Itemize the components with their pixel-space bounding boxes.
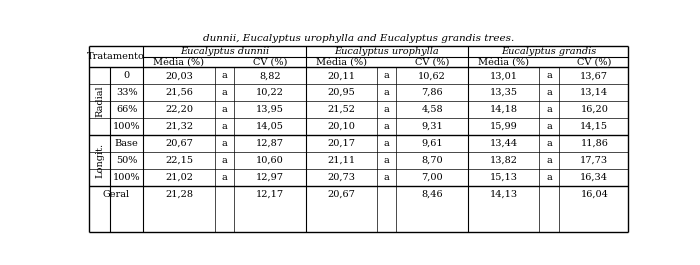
Text: 21,28: 21,28: [165, 190, 193, 199]
Text: Média (%): Média (%): [153, 58, 204, 67]
Text: 8,46: 8,46: [421, 190, 443, 199]
Text: a: a: [546, 122, 552, 131]
Text: 100%: 100%: [113, 122, 141, 131]
Text: Tratamento: Tratamento: [88, 52, 145, 61]
Text: a: a: [384, 122, 389, 131]
Text: dunnii, Eucalyptus urophylla and Eucalyptus grandis trees.: dunnii, Eucalyptus urophylla and Eucalyp…: [203, 34, 514, 43]
Text: a: a: [221, 173, 228, 182]
Text: Eucalyptus urophylla: Eucalyptus urophylla: [335, 47, 439, 56]
Text: 4,58: 4,58: [421, 105, 443, 114]
Text: CV (%): CV (%): [253, 58, 287, 67]
Text: a: a: [221, 156, 228, 165]
Text: 10,62: 10,62: [418, 71, 446, 80]
Text: 14,18: 14,18: [489, 105, 517, 114]
Text: a: a: [546, 139, 552, 148]
Text: 50%: 50%: [116, 156, 137, 165]
Text: a: a: [384, 139, 389, 148]
Text: a: a: [546, 105, 552, 114]
Text: 8,82: 8,82: [259, 71, 281, 80]
Text: Radial: Radial: [95, 85, 104, 117]
Text: 15,99: 15,99: [489, 122, 517, 131]
Text: 20,17: 20,17: [327, 139, 355, 148]
Text: 20,95: 20,95: [328, 88, 355, 97]
Text: 66%: 66%: [116, 105, 137, 114]
Text: 10,60: 10,60: [256, 156, 284, 165]
Text: 16,04: 16,04: [580, 190, 608, 199]
Text: 20,10: 20,10: [328, 122, 355, 131]
Text: 21,52: 21,52: [327, 105, 355, 114]
Text: 21,32: 21,32: [165, 122, 193, 131]
Text: 14,05: 14,05: [256, 122, 284, 131]
Text: Eucalyptus grandis: Eucalyptus grandis: [501, 47, 596, 56]
Text: 10,22: 10,22: [256, 88, 284, 97]
Text: 12,87: 12,87: [256, 139, 284, 148]
Text: a: a: [384, 173, 389, 182]
Text: 12,97: 12,97: [256, 173, 284, 182]
Text: Eucalyptus dunnii: Eucalyptus dunnii: [180, 47, 269, 56]
Text: 21,56: 21,56: [165, 88, 193, 97]
Text: 13,95: 13,95: [256, 105, 284, 114]
Text: a: a: [221, 88, 228, 97]
Text: 21,02: 21,02: [165, 173, 193, 182]
Text: Longit.: Longit.: [95, 143, 104, 178]
Text: a: a: [221, 139, 228, 148]
Text: 22,20: 22,20: [165, 105, 193, 114]
Text: 9,31: 9,31: [421, 122, 443, 131]
Text: Média (%): Média (%): [478, 58, 529, 67]
Text: 7,00: 7,00: [421, 173, 443, 182]
Text: a: a: [221, 122, 228, 131]
Text: 13,14: 13,14: [580, 88, 608, 97]
Text: 12,17: 12,17: [256, 190, 284, 199]
Text: 33%: 33%: [116, 88, 137, 97]
Text: 13,82: 13,82: [489, 156, 517, 165]
Text: 13,35: 13,35: [489, 88, 517, 97]
Text: 14,15: 14,15: [580, 122, 608, 131]
Text: a: a: [546, 173, 552, 182]
Text: CV (%): CV (%): [577, 58, 612, 67]
Text: a: a: [384, 88, 389, 97]
Text: 17,73: 17,73: [580, 156, 608, 165]
Text: Geral: Geral: [103, 190, 130, 199]
Text: a: a: [546, 156, 552, 165]
Text: 21,11: 21,11: [327, 156, 356, 165]
Text: 16,20: 16,20: [580, 105, 608, 114]
Text: 100%: 100%: [113, 173, 141, 182]
Text: CV (%): CV (%): [415, 58, 449, 67]
Text: 20,73: 20,73: [327, 173, 355, 182]
Text: 20,11: 20,11: [327, 71, 355, 80]
Text: a: a: [221, 105, 228, 114]
Text: Base: Base: [115, 139, 139, 148]
Text: 20,03: 20,03: [165, 71, 193, 80]
Text: a: a: [221, 71, 228, 80]
Text: a: a: [384, 105, 389, 114]
Text: 7,86: 7,86: [421, 88, 443, 97]
Text: 15,13: 15,13: [489, 173, 517, 182]
Text: 20,67: 20,67: [165, 139, 193, 148]
Text: 13,44: 13,44: [489, 139, 517, 148]
Text: 9,61: 9,61: [421, 139, 443, 148]
Text: a: a: [384, 156, 389, 165]
Text: 20,67: 20,67: [328, 190, 355, 199]
Text: a: a: [546, 88, 552, 97]
Text: 8,70: 8,70: [421, 156, 443, 165]
Text: 13,67: 13,67: [580, 71, 608, 80]
Text: 16,34: 16,34: [580, 173, 608, 182]
Text: 22,15: 22,15: [165, 156, 193, 165]
Text: Média (%): Média (%): [316, 58, 367, 67]
Text: 0: 0: [124, 71, 130, 80]
Text: a: a: [384, 71, 389, 80]
Text: a: a: [546, 71, 552, 80]
Text: 13,01: 13,01: [489, 71, 517, 80]
Text: 11,86: 11,86: [580, 139, 608, 148]
Text: 14,13: 14,13: [489, 190, 517, 199]
